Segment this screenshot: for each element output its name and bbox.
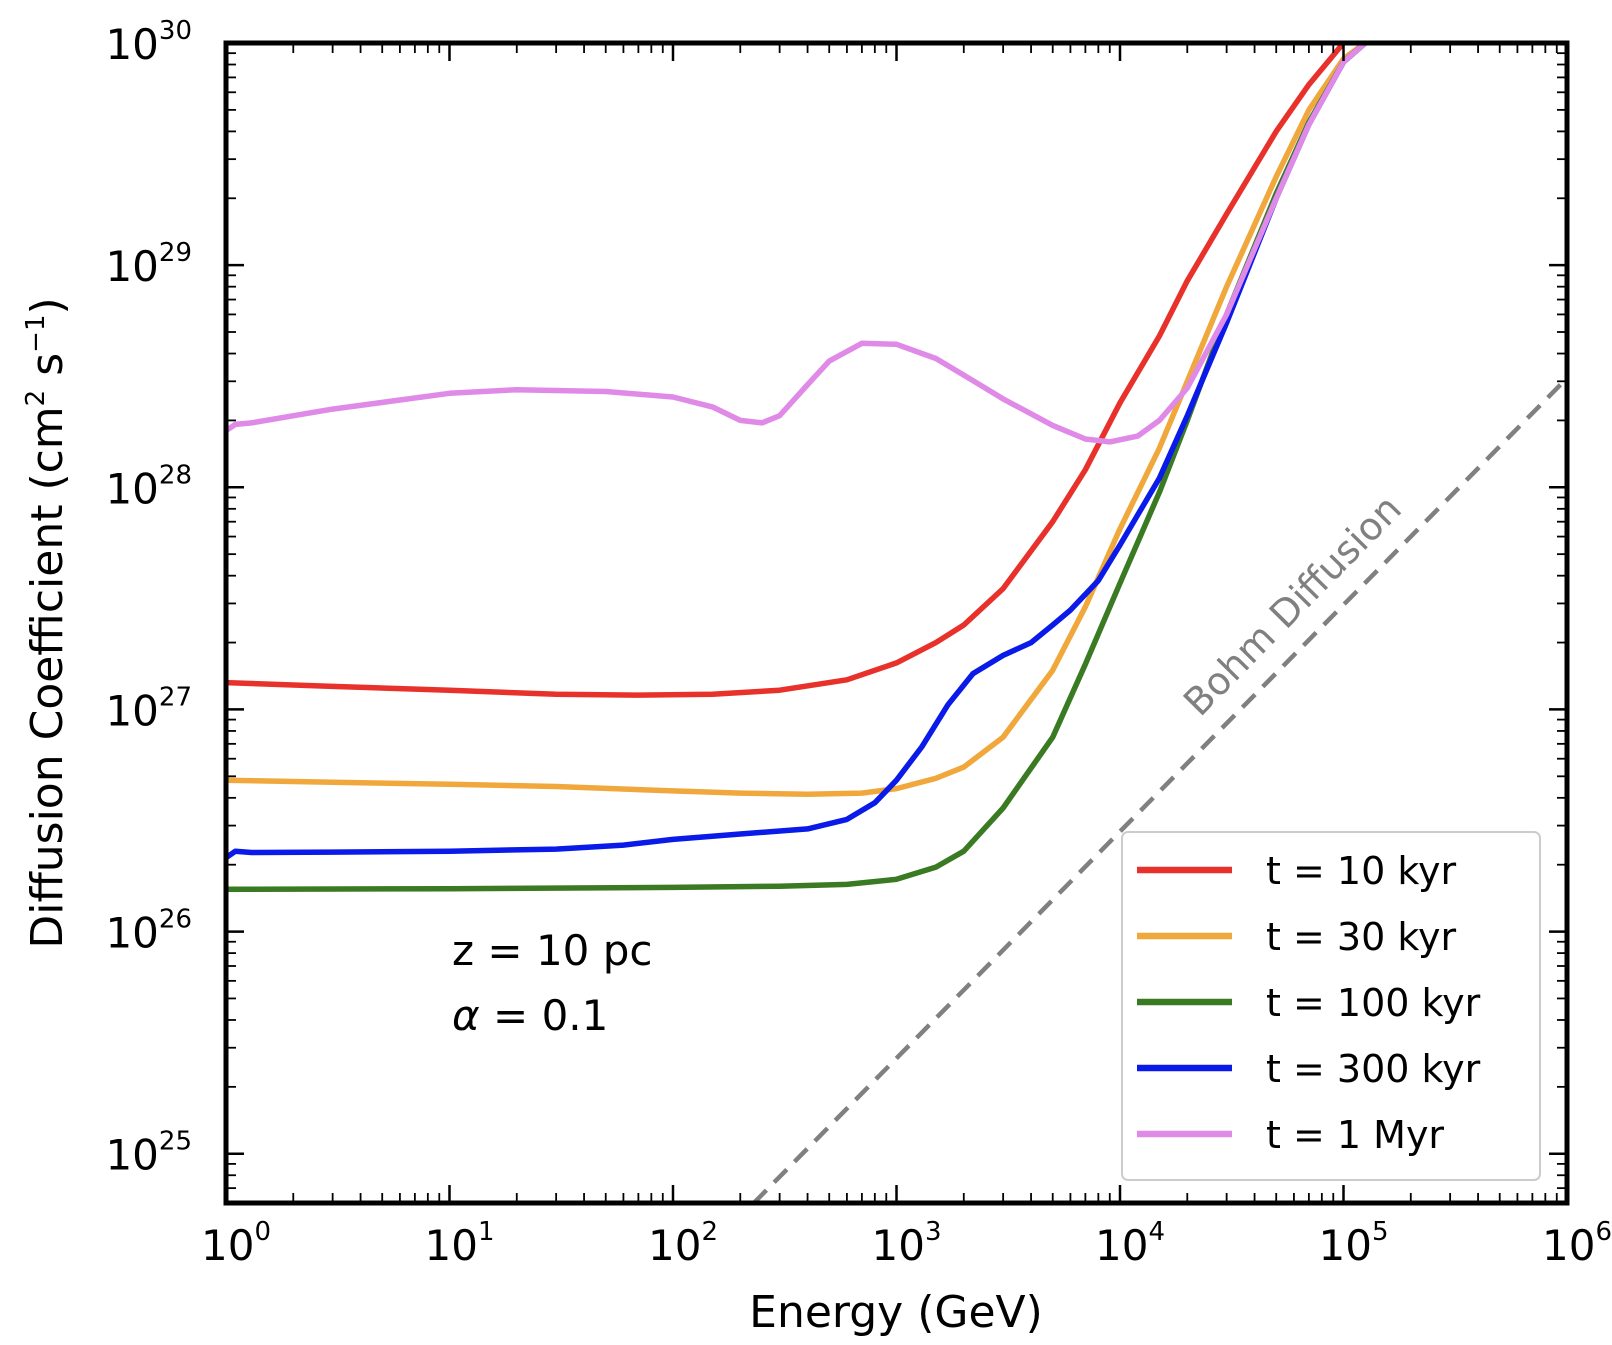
- legend-entries: t = 10 kyr t = 30 kyr t = 100 kyr t = 300 k…: [1137, 849, 1481, 1157]
- legend-label-0: t = 10 kyr: [1266, 849, 1456, 893]
- y-tick-label: 1026: [105, 905, 192, 958]
- x-tick-label: 105: [1319, 1217, 1389, 1270]
- legend-label-2: t = 100 kyr: [1266, 981, 1481, 1025]
- annotation-z: z = 10 pc: [452, 926, 652, 975]
- x-tick-label: 102: [648, 1217, 718, 1270]
- bohm-diffusion-label: Bohm Diffusion: [1175, 486, 1410, 724]
- x-axis-label: Energy (GeV): [749, 1287, 1043, 1338]
- legend: t = 10 kyr t = 30 kyr t = 100 kyr t = 300 k…: [1121, 831, 1541, 1181]
- x-tick-label: 106: [1542, 1217, 1612, 1270]
- series-line-1: [226, 43, 1368, 798]
- series-line-2: [226, 43, 1368, 893]
- series-layer: [226, 43, 1567, 1203]
- y-tick-label: 1029: [105, 238, 192, 291]
- series-line-5: [752, 376, 1567, 1203]
- y-tick-label: 1027: [105, 682, 192, 735]
- x-tick-label: 103: [872, 1217, 942, 1270]
- tick-labels: 100 101 102 103 104 105 106 1025 1026 1027 1028 102…: [105, 16, 1612, 1270]
- y-tick-label: 1028: [105, 460, 192, 513]
- x-tick-label: 101: [425, 1217, 495, 1270]
- legend-label-3: t = 300 kyr: [1266, 1047, 1481, 1091]
- y-axis-label: Diffusion Coefficient (cm2 s−1): [21, 297, 73, 948]
- annotation-alpha: α = 0.1: [452, 991, 608, 1040]
- y-tick-label: 1025: [105, 1127, 192, 1180]
- plot-frame: [223, 40, 1570, 1206]
- series-line-4: [226, 43, 1368, 445]
- series-line-0: [226, 43, 1347, 698]
- legend-box: [1121, 831, 1541, 1181]
- series-line-3: [226, 43, 1368, 861]
- legend-label-1: t = 30 kyr: [1266, 915, 1456, 959]
- x-tick-label: 100: [201, 1217, 271, 1270]
- y-tick-label: 1030: [105, 16, 192, 69]
- x-tick-label: 104: [1095, 1217, 1165, 1270]
- legend-label-4: t = 1 Myr: [1266, 1113, 1444, 1157]
